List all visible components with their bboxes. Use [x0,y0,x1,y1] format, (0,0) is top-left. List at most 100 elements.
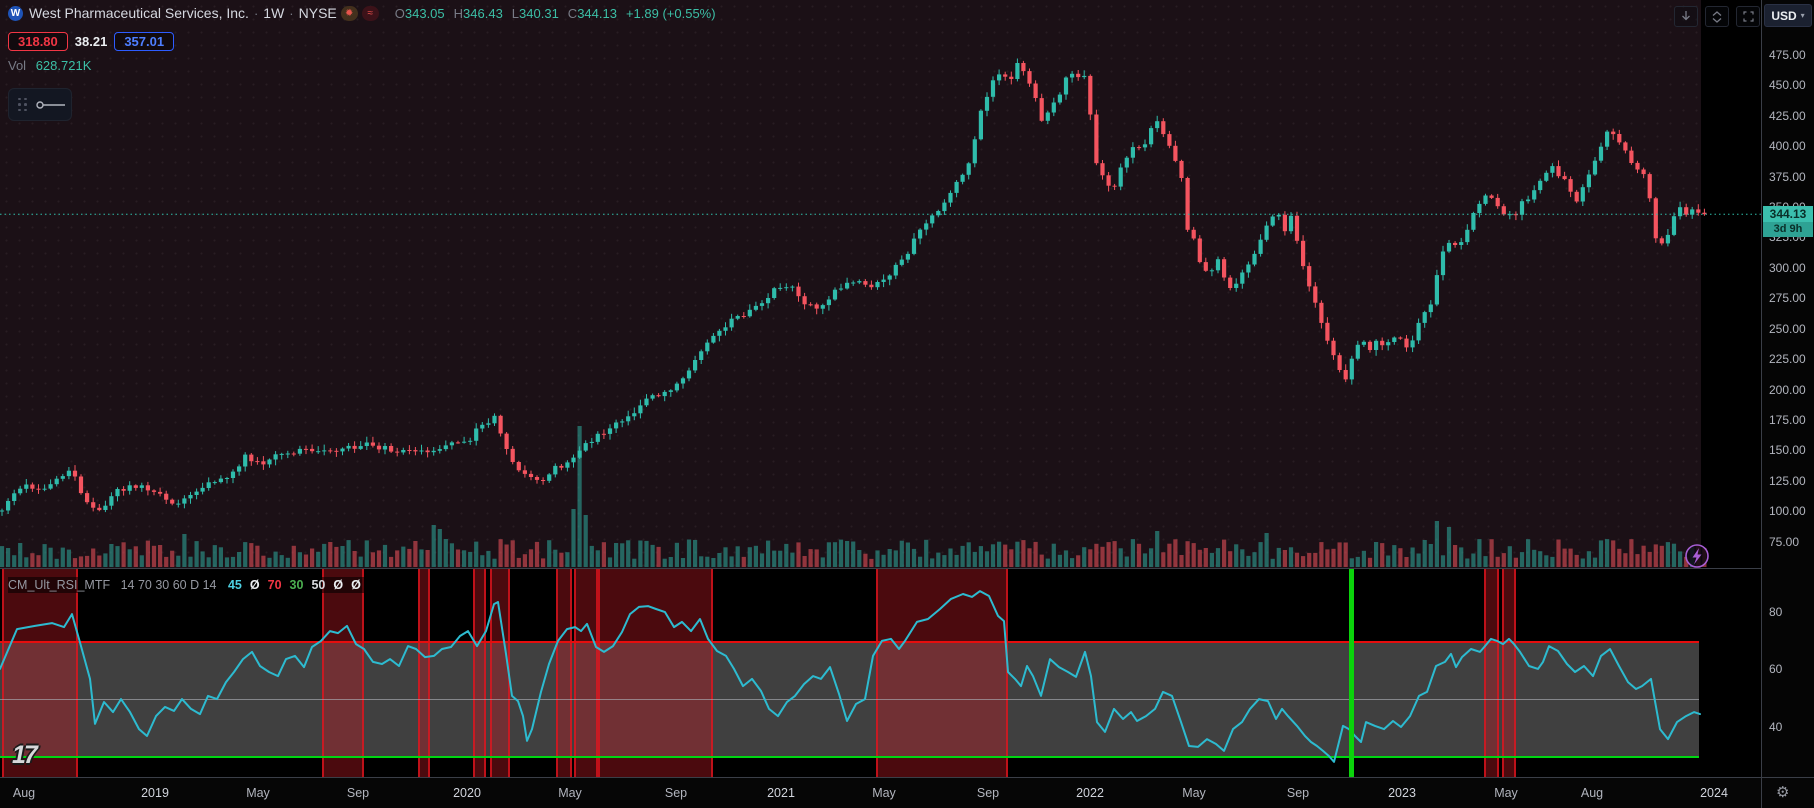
symbol-title[interactable]: West Pharmaceutical Services, Inc. [29,5,249,21]
price-tick-label: 100.00 [1769,504,1806,518]
time-tick-label: 2021 [767,786,795,800]
price-tick-label: 75.00 [1769,535,1800,549]
time-tick-label: May [872,786,896,800]
scroll-to-recent-icon[interactable] [1674,6,1698,27]
price-tick-label: 275.00 [1769,291,1806,305]
rsi-sell-band [1502,569,1516,778]
currency-label: USD [1771,8,1797,23]
ohlc-item: C344.13 [567,5,617,21]
wave-badge-icon[interactable]: ≈ [361,5,379,21]
axis-separator [1761,778,1762,808]
interval-label[interactable]: 1W [263,5,285,21]
upper-level-value[interactable]: 357.01 [114,32,175,51]
time-tick-label: May [1494,786,1518,800]
volume-bars [0,426,1707,567]
time-tick-label: 2023 [1388,786,1416,800]
time-tick-label: May [1182,786,1206,800]
candles [0,58,1707,516]
price-tick-label: 475.00 [1769,48,1806,62]
chevron-down-icon: ▾ [1800,11,1805,20]
indicator-values: 45 Ø 70 30 50 Ø Ø [227,578,361,592]
price-tick-label: 400.00 [1769,139,1806,153]
price-tick-label: 175.00 [1769,413,1806,427]
time-tick-label: 2024 [1700,786,1728,800]
price-tick-label: 375.00 [1769,170,1806,184]
time-axis[interactable]: ⚙ Aug 2019 May Sep 2020 May Sep 2021 May Sep 2022 M… [0,777,1814,808]
rsi-indicator-pane[interactable]: CM_Ult_RSI_MTF 14 70 30 60 D 14 45 Ø 70 30 5… [0,568,1761,778]
rsi-sell-band [322,569,364,778]
price-tick-label: 250.00 [1769,322,1806,336]
horizontal-line-tool-icon[interactable] [34,98,68,112]
chart-legend: W West Pharmaceutical Services, Inc. · 1… [8,4,716,73]
maximize-pane-icon[interactable] [1736,6,1760,27]
separator: · [289,5,294,21]
price-tick-label: 150.00 [1769,443,1806,457]
ohlc-item: L340.31 [511,5,559,21]
time-tick-label: May [558,786,582,800]
indicator-params: 14 70 30 60 D 14 [120,578,217,592]
rsi-sell-band [556,569,572,778]
ohlc-values: O343.05 H346.43 L340.31 C344.13 +1.89 (+0.55… [395,6,716,21]
rsi-sell-band [2,569,78,778]
current-price-badge: 344.13 [1763,206,1813,222]
volume-value: 628.721K [35,58,92,73]
rsi-sell-band [598,569,713,778]
candlestick-chart [0,58,1761,568]
rsi-buy-signal-line [1349,569,1354,778]
price-tick-label: 225.00 [1769,352,1806,366]
floating-drawing-toolbar[interactable] [8,88,72,121]
time-tick-label: Sep [976,786,1000,800]
indicator-header[interactable]: CM_Ult_RSI_MTF 14 70 30 60 D 14 45 Ø 70 30 5… [8,577,365,593]
change-value: +1.89 (+0.55%) [625,5,716,21]
price-tick-label: 200.00 [1769,383,1806,397]
axis-settings-gear-icon[interactable]: ⚙ [1776,784,1790,801]
collapse-pane-icon[interactable] [1705,6,1729,27]
time-tick-label: 2020 [453,786,481,800]
price-tick-label: 300.00 [1769,261,1806,275]
rsi-midline [0,699,1699,701]
rsi-tick-label: 60 [1769,662,1783,676]
ohlc-item: H346.43 [453,5,503,21]
bar-countdown-badge: 3d 9h [1763,222,1813,237]
rsi-tick-label: 80 [1769,605,1783,619]
lower-level-value[interactable]: 318.80 [8,32,68,51]
currency-dropdown[interactable]: USD ▾ [1764,4,1812,27]
drag-handle-icon[interactable] [18,97,27,112]
ohlc-item: O343.05 [394,5,445,21]
time-tick-label: Sep [1286,786,1310,800]
pane-buttons [1674,6,1760,27]
indicator-title[interactable]: CM_Ult_RSI_MTF [8,578,111,592]
main-chart-pane[interactable] [0,0,1761,568]
rsi-sell-band [418,569,430,778]
rsi-line-chart [0,590,1701,763]
rsi-sell-band [876,569,1008,778]
volume-label: Vol [8,58,27,73]
time-tick-label: Aug [1580,786,1604,800]
mid-level-value: 38.21 [74,34,108,49]
time-tick-label: May [246,786,270,800]
price-tick-label: 450.00 [1769,78,1806,92]
rsi-sell-band [473,569,486,778]
tradingview-logo: 17 [12,741,38,769]
time-tick-label: 2019 [141,786,169,800]
symbol-row: W West Pharmaceutical Services, Inc. · 1… [8,4,716,22]
alert-badge-icon[interactable]: ✹ [340,5,358,21]
lightning-icon [1685,544,1709,568]
level-values-row: 318.80 38.21 357.01 [8,32,716,51]
rsi-overbought-line [0,640,1699,643]
rsi-tick-label: 40 [1769,720,1783,734]
volume-row: Vol 628.721K [8,58,716,73]
exchange-label: NYSE [298,5,337,21]
rsi-oversold-line [0,755,1699,758]
chart-background [0,0,1701,568]
time-tick-label: Sep [346,786,370,800]
price-tick-label: 125.00 [1769,474,1806,488]
time-tick-label: Sep [664,786,688,800]
time-tick-label: 2022 [1076,786,1104,800]
price-tick-label: 425.00 [1769,109,1806,123]
separator: · [253,5,259,21]
time-tick-label: Aug [12,786,36,800]
price-axis[interactable]: 344.13 3d 9h 475.00 450.00 425.00 400.00 375… [1761,0,1814,777]
rsi-sell-band [574,569,598,778]
